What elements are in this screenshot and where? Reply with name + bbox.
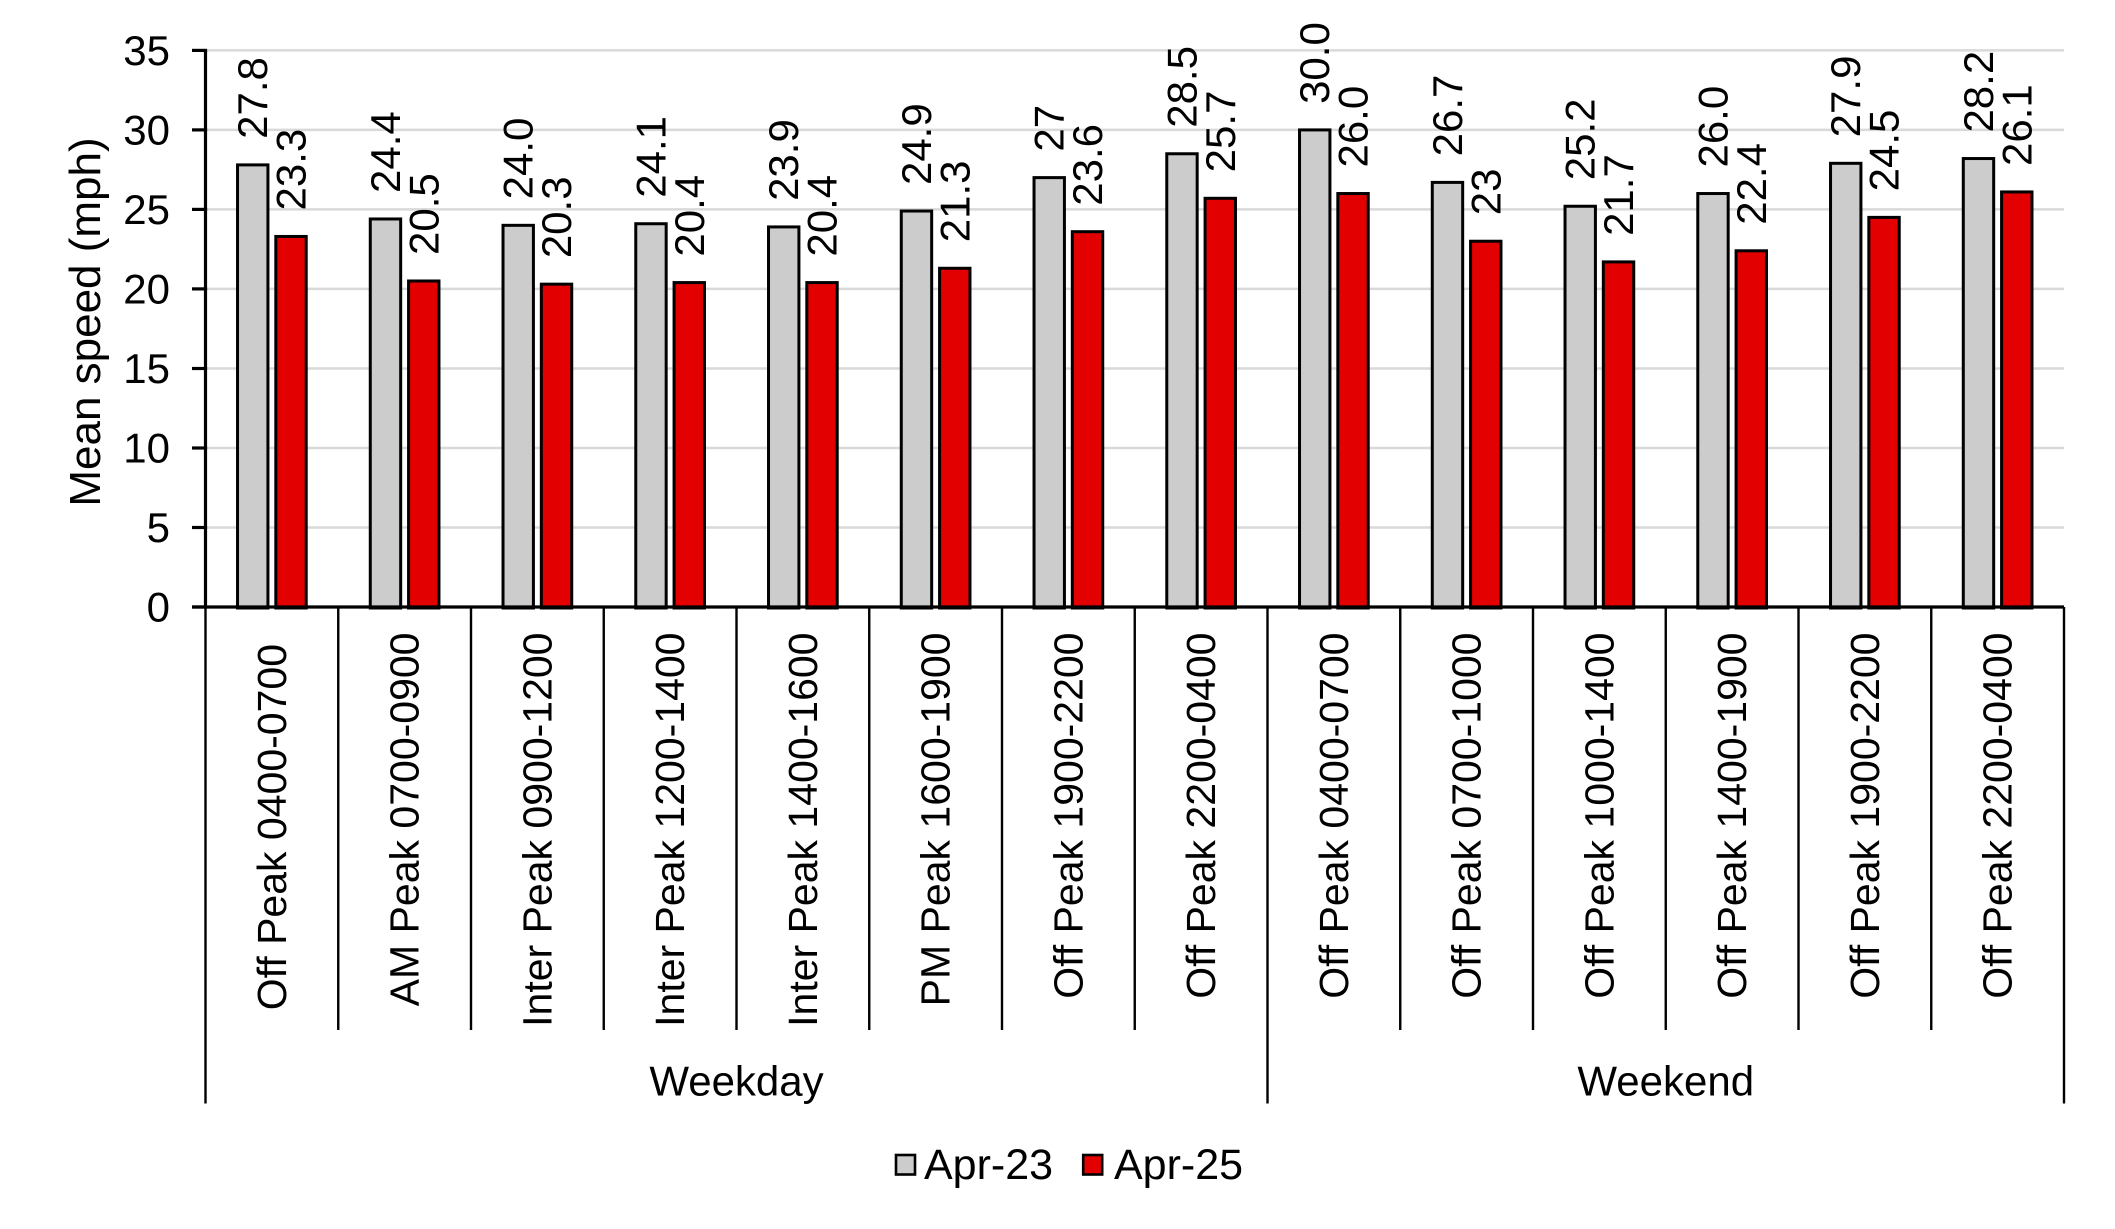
svg-text:27: 27 bbox=[1026, 105, 1073, 152]
svg-text:Off Peak 1900-2200: Off Peak 1900-2200 bbox=[1842, 632, 1888, 998]
svg-text:21.3: 21.3 bbox=[931, 161, 978, 243]
svg-text:Inter Peak 1400-1600: Inter Peak 1400-1600 bbox=[780, 633, 826, 1027]
svg-text:23.9: 23.9 bbox=[760, 119, 807, 201]
svg-text:25: 25 bbox=[123, 186, 170, 233]
svg-text:27.9: 27.9 bbox=[1822, 56, 1869, 138]
svg-text:Inter Peak 1200-1400: Inter Peak 1200-1400 bbox=[647, 633, 693, 1027]
svg-text:Off Peak 2200-0400: Off Peak 2200-0400 bbox=[1178, 633, 1224, 999]
svg-text:24.5: 24.5 bbox=[1861, 110, 1908, 192]
svg-text:10: 10 bbox=[123, 425, 170, 472]
svg-text:Apr-25: Apr-25 bbox=[1114, 1141, 1243, 1189]
svg-text:26.7: 26.7 bbox=[1424, 75, 1471, 157]
svg-text:5: 5 bbox=[147, 504, 170, 551]
svg-text:25.7: 25.7 bbox=[1197, 91, 1244, 173]
svg-text:28.5: 28.5 bbox=[1158, 46, 1205, 128]
svg-text:Off Peak 0400-0700: Off Peak 0400-0700 bbox=[1311, 633, 1357, 999]
svg-text:Weekend: Weekend bbox=[1577, 1057, 1754, 1104]
svg-text:23: 23 bbox=[1462, 169, 1509, 216]
svg-text:Off Peak 0700-1000: Off Peak 0700-1000 bbox=[1444, 633, 1490, 999]
svg-text:24.0: 24.0 bbox=[495, 118, 542, 200]
svg-text:20.4: 20.4 bbox=[799, 175, 846, 257]
svg-text:20.3: 20.3 bbox=[533, 176, 580, 258]
svg-text:Apr-23: Apr-23 bbox=[924, 1141, 1053, 1189]
svg-text:Off Peak 0400-0700: Off Peak 0400-0700 bbox=[249, 644, 295, 1010]
svg-text:20.5: 20.5 bbox=[400, 173, 447, 255]
svg-text:30.0: 30.0 bbox=[1291, 22, 1338, 104]
svg-text:30: 30 bbox=[123, 106, 170, 153]
svg-text:20.4: 20.4 bbox=[666, 175, 713, 257]
svg-text:23.3: 23.3 bbox=[268, 129, 315, 211]
svg-text:Inter Peak 0900-1200: Inter Peak 0900-1200 bbox=[514, 633, 560, 1027]
svg-text:28.2: 28.2 bbox=[1955, 51, 2002, 133]
svg-text:Off Peak 1400-1900: Off Peak 1400-1900 bbox=[1709, 633, 1755, 999]
svg-text:PM Peak 1600-1900: PM Peak 1600-1900 bbox=[913, 633, 959, 1007]
svg-text:26.0: 26.0 bbox=[1330, 86, 1377, 168]
svg-text:Off Peak 1900-2200: Off Peak 1900-2200 bbox=[1045, 633, 1091, 999]
svg-text:20: 20 bbox=[123, 265, 170, 312]
svg-text:24.1: 24.1 bbox=[627, 116, 674, 198]
svg-text:24.4: 24.4 bbox=[362, 111, 409, 193]
svg-text:15: 15 bbox=[123, 345, 170, 392]
svg-text:22.4: 22.4 bbox=[1728, 143, 1775, 225]
svg-text:24.9: 24.9 bbox=[893, 103, 940, 185]
svg-text:AM Peak 0700-0900: AM Peak 0700-0900 bbox=[382, 633, 428, 1007]
svg-text:26.0: 26.0 bbox=[1689, 86, 1736, 168]
svg-text:21.7: 21.7 bbox=[1595, 154, 1642, 236]
svg-text:27.8: 27.8 bbox=[229, 57, 276, 139]
svg-text:25.2: 25.2 bbox=[1557, 99, 1604, 181]
svg-text:0: 0 bbox=[147, 584, 170, 631]
svg-text:35: 35 bbox=[123, 27, 170, 74]
svg-text:Mean speed (mph): Mean speed (mph) bbox=[61, 137, 110, 506]
svg-text:Off Peak 2200-0400: Off Peak 2200-0400 bbox=[1975, 633, 2021, 999]
svg-text:23.6: 23.6 bbox=[1064, 124, 1111, 206]
svg-text:Weekday: Weekday bbox=[649, 1057, 823, 1104]
svg-text:26.1: 26.1 bbox=[1993, 84, 2040, 166]
svg-text:Off Peak 1000-1400: Off Peak 1000-1400 bbox=[1576, 633, 1622, 999]
